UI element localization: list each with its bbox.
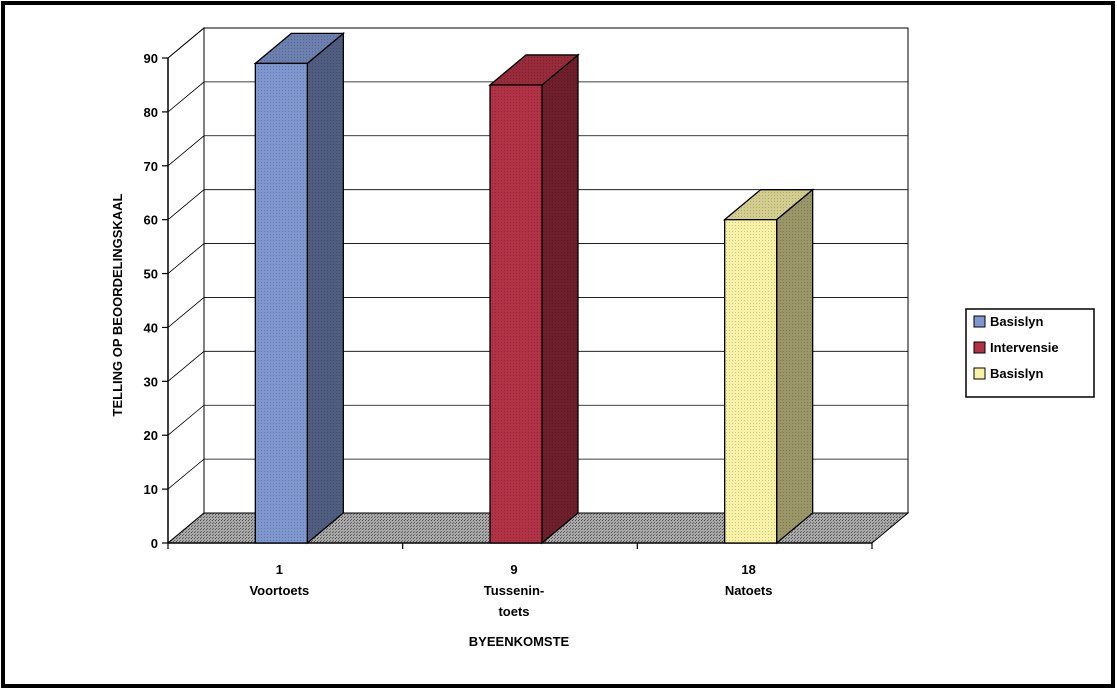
y-tick-label: 80 [144, 105, 158, 120]
bar-top-texture [724, 189, 813, 220]
legend-swatch [973, 341, 986, 354]
x-tick-label: Tussenin- [484, 583, 544, 598]
legend-label: Basislyn [990, 366, 1044, 381]
y-axis-ticks: 0 10 20 30 40 50 60 70 80 90 [144, 51, 168, 551]
x-tick-label: Natoets [725, 583, 773, 598]
bar-3 [722, 188, 815, 545]
y-tick-label: 70 [144, 159, 158, 174]
bar-top-texture [255, 33, 344, 64]
gridline [167, 458, 908, 490]
x-tick-label: toets [498, 604, 529, 619]
bar-side-texture [307, 33, 344, 544]
bar-1 [253, 32, 346, 545]
gridline [167, 135, 908, 167]
gridline [167, 297, 908, 328]
y-axis-label: TELLING OP BEOORDELINGSKAAL [110, 193, 125, 416]
bar-2 [488, 53, 580, 545]
bars-group [253, 32, 815, 545]
gridline [167, 243, 908, 274]
x-axis-label: BYEENKOMSTE [469, 634, 570, 649]
y-tick-label: 0 [151, 536, 158, 551]
gridline [167, 189, 908, 220]
x-tick-number: 1 [276, 562, 283, 577]
y-tick-label: 50 [144, 267, 158, 282]
y-tick-label: 40 [144, 320, 158, 335]
gridline [167, 81, 908, 113]
legend: Basislyn Intervensie Basislyn [965, 308, 1095, 398]
bar-front-texture [255, 63, 308, 544]
x-axis-ticks: 1 Voortoets 9 Tussenin-toets 18 Natoets [167, 543, 873, 619]
y-tick-label: 20 [144, 428, 158, 443]
y-tick-label: 90 [144, 51, 158, 66]
side-wall [167, 26, 205, 545]
x-tick-number: 18 [741, 562, 755, 577]
bar-side-texture [542, 54, 578, 543]
gridline [167, 27, 908, 59]
gridline [167, 350, 908, 382]
legend-swatch [973, 367, 986, 380]
legend-swatch [973, 315, 986, 328]
legend-label: Basislyn [990, 314, 1044, 329]
bar-front-texture [490, 84, 542, 543]
bar-front-texture [724, 219, 777, 543]
bar-side-texture [776, 189, 813, 543]
x-tick-label: Voortoets [249, 583, 309, 598]
legend-label: Intervensie [990, 340, 1059, 355]
y-tick-label: 60 [144, 213, 158, 228]
legend-box [965, 308, 1095, 398]
y-tick-label: 30 [144, 374, 158, 389]
gridline [167, 404, 908, 436]
bar-top-texture [490, 54, 578, 85]
y-tick-label: 10 [144, 482, 158, 497]
x-tick-number: 9 [510, 562, 517, 577]
